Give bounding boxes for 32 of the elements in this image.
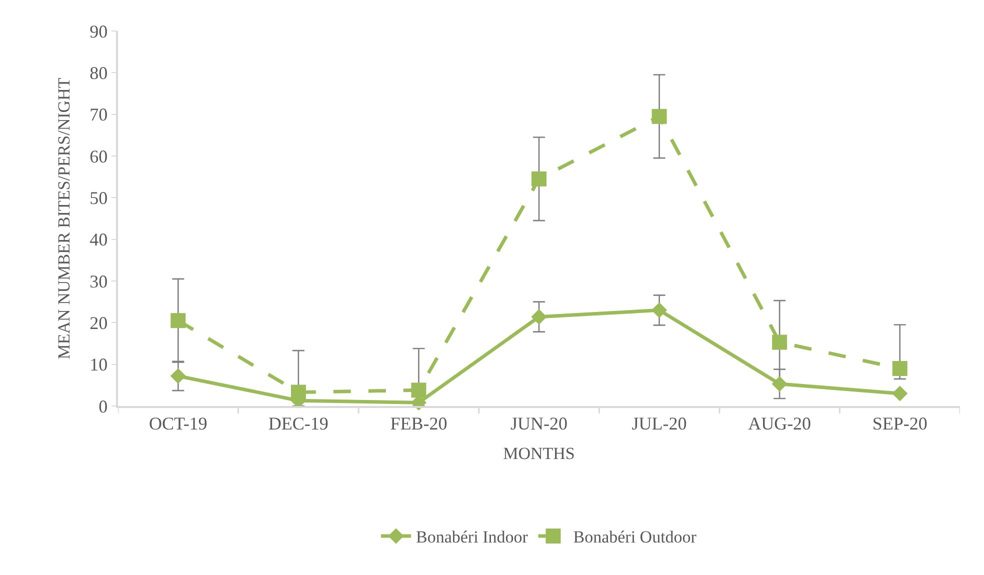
point — [892, 386, 908, 402]
y-tick-label: 90 — [90, 21, 108, 42]
point — [651, 302, 668, 318]
x-tick-label: JUN-20 — [510, 413, 568, 434]
legend-label: Bonabéri Outdoor — [573, 528, 697, 547]
point — [892, 361, 908, 376]
y-tick-label: 80 — [90, 62, 108, 83]
y-tick-label: 70 — [90, 104, 108, 125]
x-tick-label: OCT-19 — [148, 413, 208, 434]
x-tick-label: FEB-20 — [390, 413, 448, 434]
y-tick-label: 60 — [90, 146, 108, 166]
y-tick-label: 40 — [90, 230, 108, 250]
point — [170, 313, 186, 328]
x-tick-label: SEP-20 — [872, 413, 928, 434]
y-tick-label: 50 — [90, 188, 108, 208]
point — [531, 309, 547, 325]
y-tick-label: 10 — [90, 354, 108, 375]
point — [652, 108, 667, 124]
y-axis-title: MEAN NUMBER BITES/PERS/NIGHT — [54, 77, 74, 360]
point — [170, 368, 186, 384]
point — [772, 376, 788, 392]
legend-label: Bonabéri Indoor — [416, 528, 528, 547]
x-tick-label: AUG-20 — [748, 413, 812, 434]
y-tick-label: 20 — [90, 312, 108, 333]
x-axis-title: MONTHS — [503, 444, 575, 464]
x-tick-label: JUL-20 — [632, 413, 687, 434]
y-tick-label: 30 — [90, 271, 108, 292]
y-tick-label: 0 — [98, 396, 108, 416]
point — [411, 382, 426, 398]
x-tick-label: DEC-19 — [268, 413, 328, 434]
point — [532, 171, 546, 186]
point — [772, 334, 788, 350]
